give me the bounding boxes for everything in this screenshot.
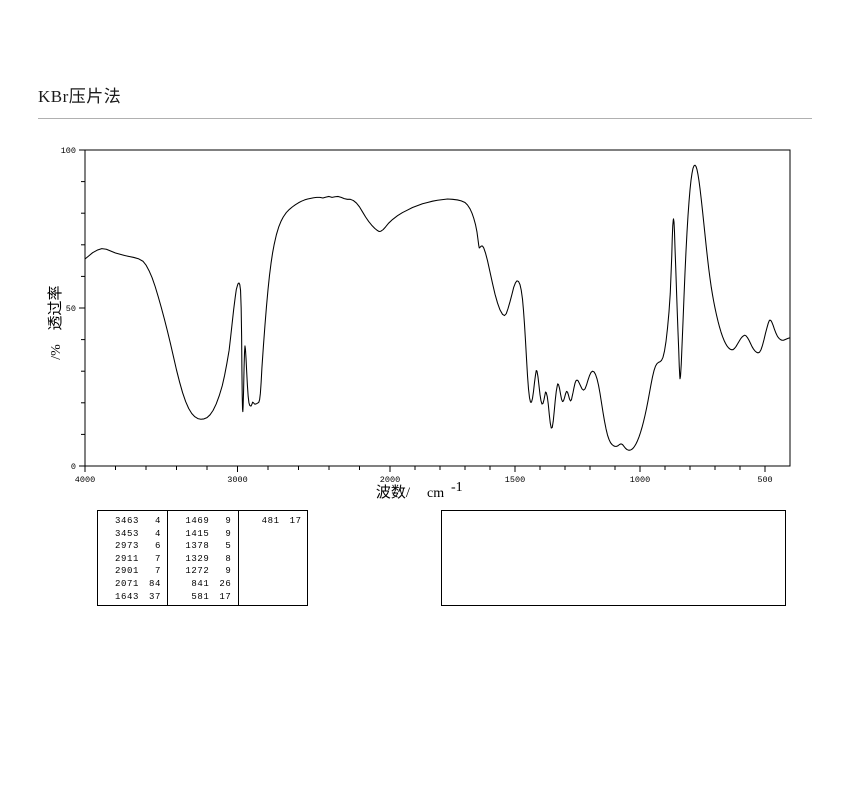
header-divider (38, 118, 812, 119)
spectrum-svg: 0 50 100 4000 3000 2000 1500 1000 500 波数/ cm -1… (47, 146, 791, 501)
peak-wavenumber: 1643 (114, 591, 139, 602)
peak-table-row: 1415 9 (171, 528, 234, 541)
plot-frame (84, 149, 791, 467)
peak-table-row: 1378 5 (171, 540, 234, 553)
peak-wavenumber: 1415 (185, 528, 210, 539)
y-axis-title-main: 透过率 (47, 285, 64, 330)
y-axis-tick-labels: 0 50 100 (61, 146, 76, 472)
y-axis-title-unit: /% (49, 344, 64, 360)
x-axis-title-unit: cm (427, 486, 444, 501)
peak-table-row: 3453 4 (101, 528, 164, 541)
peak-wavenumber: 2911 (114, 553, 139, 564)
x-axis-minor-ticks (115, 466, 741, 470)
peak-table-row: 1329 8 (171, 553, 234, 566)
y-axis-minor-ticks (81, 181, 85, 435)
peak-intensity: 7 (154, 566, 161, 577)
x-axis-major-ticks (84, 466, 766, 472)
peak-wavenumber: 2071 (114, 578, 139, 589)
spectrum-trace (84, 164, 791, 451)
peak-intensity: 17 (219, 591, 232, 602)
peak-wavenumber: 2901 (114, 566, 139, 577)
peak-wavenumber: 1378 (185, 541, 210, 552)
x-tick-label: 500 (757, 475, 772, 485)
peak-intensity: 5 (225, 541, 232, 552)
notes-box[interactable] (441, 510, 786, 606)
peak-table: 3463 4 3453 4 2973 6 2911 7 2901 7 2071 84 1643 37 146… (97, 510, 308, 606)
y-tick-label: 0 (71, 462, 76, 472)
peak-wavenumber: 1329 (185, 553, 210, 564)
spectrum-chart: 0 50 100 4000 3000 2000 1500 1000 500 波数/ cm -1… (47, 146, 791, 501)
peak-table-column: 3463 4 3453 4 2973 6 2911 7 2901 7 2071 84 1643 37 (98, 511, 167, 605)
peak-intensity: 9 (225, 528, 232, 539)
y-axis-major-ticks (79, 149, 85, 467)
peak-intensity: 4 (154, 516, 161, 526)
peak-table-row: 2973 6 (101, 540, 164, 553)
x-tick-label: 1000 (630, 475, 650, 485)
peak-intensity: 9 (225, 566, 232, 577)
peak-wavenumber: 3463 (114, 516, 139, 526)
peak-table-row: 2901 7 (101, 565, 164, 578)
peak-table-columns: 3463 4 3453 4 2973 6 2911 7 2901 7 2071 84 1643 37 146… (98, 511, 307, 605)
peak-wavenumber: 1469 (185, 516, 210, 526)
x-axis-title: 波数/ cm -1 (376, 480, 463, 501)
peak-table-row: 3463 4 (101, 515, 164, 528)
x-axis-title-superscript: -1 (451, 480, 463, 495)
peak-table-row: 481 17 (242, 515, 304, 528)
peak-table-row: 1643 37 (101, 591, 164, 604)
peak-intensity: 9 (225, 516, 232, 526)
peak-table-row: 841 26 (171, 578, 234, 591)
peak-table-row: 2911 7 (101, 553, 164, 566)
y-tick-label: 50 (66, 304, 76, 314)
peak-table-column: 481 17 (237, 511, 307, 605)
x-tick-label: 1500 (505, 475, 525, 485)
peak-table-column: 1469 9 1415 9 1378 5 1329 8 1272 9 841 26 581 17 (167, 511, 237, 605)
peak-intensity: 84 (148, 578, 161, 589)
peak-intensity: 8 (225, 553, 232, 564)
peak-wavenumber: 481 (261, 516, 280, 526)
peak-table-row: 1272 9 (171, 565, 234, 578)
peak-intensity: 17 (289, 516, 302, 526)
x-axis-title-main: 波数/ (376, 484, 411, 501)
y-axis-title: 透过率 /% (47, 285, 64, 359)
peak-wavenumber: 841 (191, 578, 210, 589)
peak-table-row: 581 17 (171, 591, 234, 604)
peak-intensity: 4 (154, 528, 161, 539)
peak-intensity: 37 (148, 591, 161, 602)
y-tick-label: 100 (61, 146, 76, 156)
peak-intensity: 7 (154, 553, 161, 564)
peak-table-row: 1469 9 (171, 515, 234, 528)
x-tick-label: 4000 (75, 475, 95, 485)
peak-wavenumber: 3453 (114, 528, 139, 539)
peak-table-row: 2071 84 (101, 578, 164, 591)
x-axis-tick-labels: 4000 3000 2000 1500 1000 500 (75, 475, 773, 485)
page-title: KBr压片法 (38, 87, 122, 106)
peak-wavenumber: 2973 (114, 541, 139, 552)
peak-intensity: 6 (154, 541, 161, 552)
x-tick-label: 2000 (380, 475, 400, 485)
x-tick-label: 3000 (227, 475, 247, 485)
peak-wavenumber: 1272 (185, 566, 210, 577)
peak-intensity: 26 (219, 578, 232, 589)
peak-wavenumber: 581 (191, 591, 210, 602)
